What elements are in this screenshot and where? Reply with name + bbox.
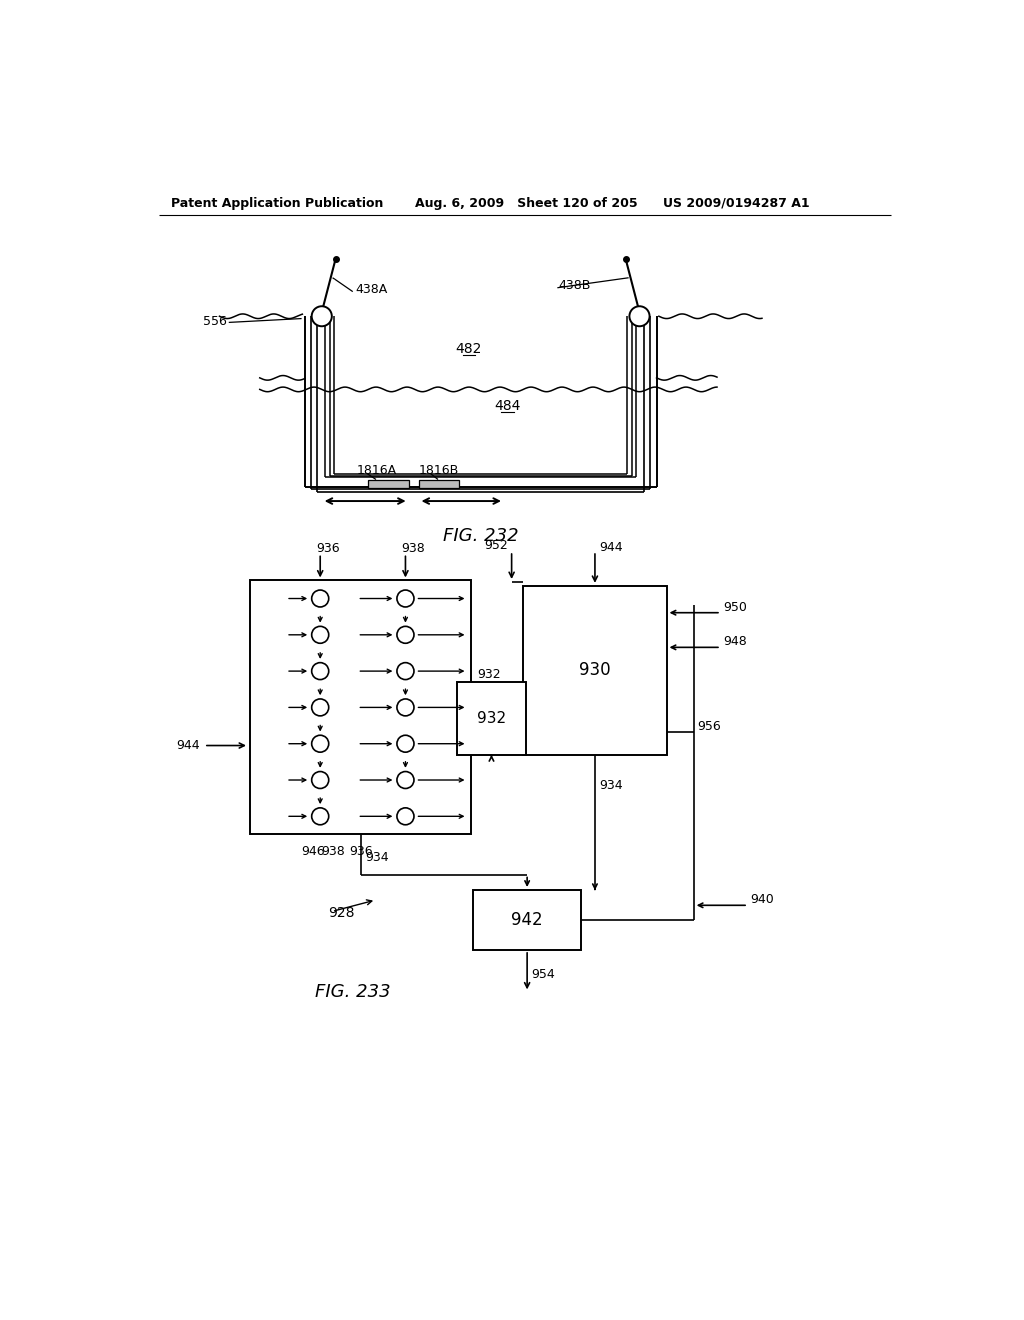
Text: 946: 946 [301,845,325,858]
Text: 438B: 438B [558,279,591,292]
Text: 484: 484 [495,400,521,413]
Text: 932: 932 [477,668,501,681]
Text: 942: 942 [511,911,543,929]
Text: 936: 936 [316,541,340,554]
Text: 936: 936 [349,845,374,858]
Circle shape [311,735,329,752]
Text: 950: 950 [723,601,748,614]
Bar [458,682,525,755]
Text: 938: 938 [322,845,345,858]
Text: FIG. 233: FIG. 233 [315,982,390,1001]
Circle shape [397,627,414,643]
Text: 438A: 438A [355,282,387,296]
Text: 556: 556 [203,315,226,329]
Text: 944: 944 [176,739,200,752]
Text: 928: 928 [328,906,354,920]
Circle shape [630,306,649,326]
Text: 1816B: 1816B [419,463,459,477]
Bar [369,480,409,488]
Text: 940: 940 [751,894,774,907]
Bar [473,890,582,950]
Text: 934: 934 [599,779,623,792]
Text: 930: 930 [580,661,610,680]
Circle shape [311,306,332,326]
Circle shape [397,808,414,825]
Bar [251,581,471,834]
Text: 482: 482 [456,342,482,356]
Text: US 2009/0194287 A1: US 2009/0194287 A1 [663,197,809,210]
Text: FIG. 232: FIG. 232 [442,527,518,545]
Circle shape [397,590,414,607]
Text: 952: 952 [484,539,508,552]
Circle shape [311,590,329,607]
Circle shape [397,735,414,752]
Text: 948: 948 [723,635,746,648]
Circle shape [397,700,414,715]
Circle shape [311,771,329,788]
Circle shape [311,808,329,825]
Circle shape [397,663,414,680]
Bar [523,586,667,755]
Text: 934: 934 [365,851,388,865]
Text: 1816A: 1816A [356,463,396,477]
Text: 944: 944 [599,541,623,554]
Circle shape [311,627,329,643]
Text: Patent Application Publication: Patent Application Publication [171,197,383,210]
Text: 954: 954 [531,968,555,981]
Text: 938: 938 [401,541,425,554]
Circle shape [397,771,414,788]
Text: 932: 932 [477,711,506,726]
Circle shape [311,663,329,680]
Text: 956: 956 [697,721,721,733]
Circle shape [311,700,329,715]
Text: Aug. 6, 2009   Sheet 120 of 205: Aug. 6, 2009 Sheet 120 of 205 [415,197,637,210]
Bar [419,480,459,488]
